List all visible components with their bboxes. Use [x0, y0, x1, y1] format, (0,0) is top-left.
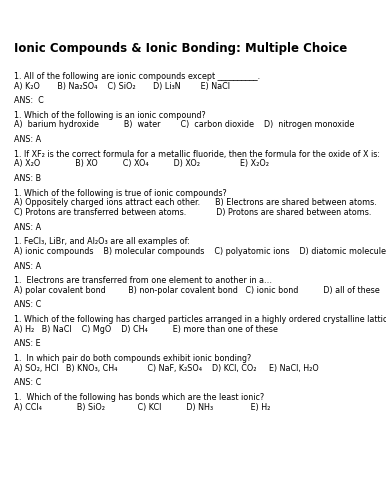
Text: ANS:  C: ANS: C	[14, 96, 44, 105]
Text: A) SO₂, HCl   B) KNO₃, CH₄            C) NaF, K₂SO₄    D) KCl, CO₂     E) NaCl, : A) SO₂, HCl B) KNO₃, CH₄ C) NaF, K₂SO₄ D…	[14, 364, 319, 372]
Text: ANS: B: ANS: B	[14, 174, 41, 183]
Text: Ionic Compounds & Ionic Bonding: Multiple Choice: Ionic Compounds & Ionic Bonding: Multipl…	[14, 42, 347, 55]
Text: ANS: A: ANS: A	[14, 262, 41, 270]
Text: 1. Which of the following is true of ionic compounds?: 1. Which of the following is true of ion…	[14, 189, 227, 198]
Text: A) K₂O       B) Na₂SO₄    C) SiO₂       D) Li₃N        E) NaCl: A) K₂O B) Na₂SO₄ C) SiO₂ D) Li₃N E) NaCl	[14, 82, 230, 90]
Text: A) X₂O              B) XO          C) XO₄          D) XO₂                E) X₂O₂: A) X₂O B) XO C) XO₄ D) XO₂ E) X₂O₂	[14, 160, 269, 168]
Text: 1. Which of the following is an ionic compound?: 1. Which of the following is an ionic co…	[14, 111, 206, 120]
Text: ANS: E: ANS: E	[14, 340, 41, 348]
Text: A) ionic compounds    B) molecular compounds    C) polyatomic ions    D) diatomi: A) ionic compounds B) molecular compound…	[14, 247, 386, 256]
Text: 1. Which of the following has charged particles arranged in a highly ordered cry: 1. Which of the following has charged pa…	[14, 315, 386, 324]
Text: A) Oppositely charged ions attract each other.      B) Electrons are shared betw: A) Oppositely charged ions attract each …	[14, 198, 377, 207]
Text: 1. FeCl₃, LiBr, and Al₂O₃ are all examples of:: 1. FeCl₃, LiBr, and Al₂O₃ are all exampl…	[14, 238, 190, 246]
Text: ANS: C: ANS: C	[14, 300, 41, 310]
Text: 1. All of the following are ionic compounds except __________.: 1. All of the following are ionic compou…	[14, 72, 260, 81]
Text: ANS: C: ANS: C	[14, 378, 41, 388]
Text: A) polar covalent bond         B) non-polar covalent bond   C) ionic bond       : A) polar covalent bond B) non-polar cova…	[14, 286, 380, 294]
Text: 1.  Which of the following has bonds which are the least ionic?: 1. Which of the following has bonds whic…	[14, 393, 264, 402]
Text: ANS: A: ANS: A	[14, 222, 41, 232]
Text: 1.  Electrons are transferred from one element to another in a…: 1. Electrons are transferred from one el…	[14, 276, 272, 285]
Text: ANS: A: ANS: A	[14, 135, 41, 144]
Text: A)  barium hydroxide          B)  water        C)  carbon dioxide    D)  nitroge: A) barium hydroxide B) water C) carbon d…	[14, 120, 354, 130]
Text: A) H₂   B) NaCl    C) MgO    D) CH₄          E) more than one of these: A) H₂ B) NaCl C) MgO D) CH₄ E) more than…	[14, 324, 278, 334]
Text: 1. If XF₂ is the correct formula for a metallic fluoride, then the formula for t: 1. If XF₂ is the correct formula for a m…	[14, 150, 380, 159]
Text: C) Protons are transferred between atoms.            D) Protons are shared betwe: C) Protons are transferred between atoms…	[14, 208, 371, 217]
Text: 1.  In which pair do both compounds exhibit ionic bonding?: 1. In which pair do both compounds exhib…	[14, 354, 251, 363]
Text: A) CCl₄              B) SiO₂             C) KCl          D) NH₃               E): A) CCl₄ B) SiO₂ C) KCl D) NH₃ E)	[14, 402, 270, 411]
